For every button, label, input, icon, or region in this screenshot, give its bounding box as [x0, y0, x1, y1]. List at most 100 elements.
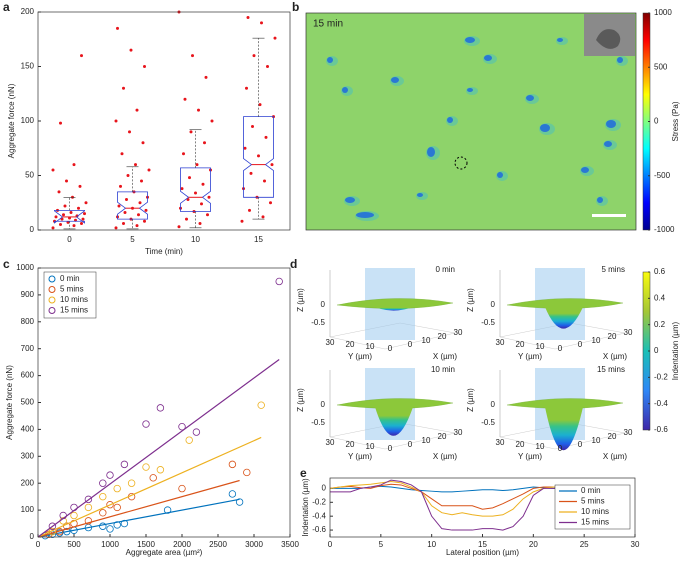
data-point [120, 460, 129, 469]
y-tick-label: 30 [496, 338, 505, 347]
stress-halo [426, 146, 440, 160]
data-point [188, 176, 191, 180]
data-point [206, 213, 209, 217]
axes-box [37, 11, 291, 231]
legend-label: 0 min [581, 486, 601, 495]
x-tick-label: 10 [592, 336, 601, 345]
x-tick-label: 0 [578, 340, 583, 349]
stress-halo [483, 54, 497, 64]
stress-halo [355, 211, 379, 221]
data-point [273, 36, 277, 40]
box [54, 209, 85, 224]
legend-label: 5 mins [581, 497, 605, 506]
y-tick-label: 600 [21, 371, 35, 380]
indentation [375, 307, 413, 311]
panel-label: a [3, 0, 10, 14]
stress-spot [617, 57, 623, 63]
data-point [197, 108, 200, 112]
z-tick-label: -0.5 [311, 318, 325, 327]
y-tick-label: 0 [30, 532, 35, 541]
stress-halo [580, 166, 594, 176]
data-point [243, 468, 251, 477]
legend-label: 10 mins [581, 507, 609, 516]
stress-halo [416, 192, 428, 200]
data-point [106, 501, 114, 509]
data-point [198, 221, 202, 225]
marker-circle [454, 156, 468, 170]
y-tick-label: 0 [558, 444, 563, 453]
data-point [243, 146, 247, 150]
data-point [62, 213, 65, 217]
data-point [245, 86, 248, 90]
data-point [99, 479, 107, 487]
axes-box [305, 12, 637, 231]
data-point [228, 460, 237, 469]
data-point [140, 179, 143, 183]
data-point [117, 204, 121, 208]
z-tick-label: -0.5 [311, 418, 325, 427]
subplot-title: 10 min [431, 365, 455, 374]
fit-line [37, 436, 262, 538]
data-point [156, 466, 165, 474]
data-point [203, 141, 206, 145]
y-tick-label: 1000 [16, 263, 34, 272]
y-tick-label: 800 [21, 317, 35, 326]
x-tick-label: 500 [67, 540, 81, 549]
data-point [177, 225, 181, 229]
panel-label: d [290, 257, 297, 271]
legend-box [554, 484, 631, 530]
x-tick-label: 20 [608, 332, 617, 341]
panel-label: e [300, 466, 307, 480]
z-axis-label: Z (µm) [296, 388, 305, 412]
stress-halo [596, 196, 608, 206]
stress-spot [526, 95, 534, 101]
box [243, 116, 274, 198]
subplot-title: 5 mins [601, 265, 625, 274]
data-point [114, 119, 118, 123]
stress-map [306, 13, 636, 230]
stress-halo [341, 86, 353, 96]
y-tick-label: -0.6 [312, 525, 326, 534]
z-axis-label: Z (µm) [466, 388, 475, 412]
data-point [258, 103, 262, 107]
data-point [57, 190, 61, 194]
data-point [63, 204, 67, 208]
data-point [156, 404, 165, 412]
stress-spot [484, 55, 492, 61]
data-point [257, 401, 265, 409]
data-point [116, 26, 119, 30]
fit-line [37, 498, 240, 538]
x-axis-label: Lateral position (µm) [446, 548, 519, 557]
inset-cell [596, 29, 621, 49]
data-point [192, 428, 201, 436]
x-tick-label: 3000 [245, 540, 263, 549]
data-point [240, 219, 244, 223]
stress-spot [417, 193, 423, 197]
x-tick-label: 30 [624, 428, 633, 437]
data-point [135, 224, 139, 228]
panel-label: c [3, 257, 10, 271]
data-point [125, 197, 128, 201]
data-point [135, 108, 139, 112]
colorbar-tick-label: 0.4 [654, 293, 666, 302]
stress-halo [616, 56, 628, 66]
colorbar-label: Stress (Pa) [671, 101, 680, 141]
surface [336, 298, 454, 309]
x-tick-label: 2500 [209, 540, 227, 549]
data-point [81, 217, 85, 221]
x-tick-label: 10 [427, 540, 436, 549]
data-point [178, 484, 186, 493]
data-point [183, 97, 187, 101]
data-point [185, 217, 188, 221]
legend-marker [48, 307, 56, 314]
y-tick-label: -0.4 [312, 511, 326, 520]
x-tick-label: 20 [438, 432, 447, 441]
data-point [185, 436, 193, 444]
stress-spot [447, 117, 453, 123]
data-point [143, 219, 146, 223]
data-point [275, 277, 283, 286]
y-tick-label: 100 [21, 116, 35, 125]
data-point [147, 168, 151, 172]
colorbar-tick-label: -0.4 [654, 399, 668, 408]
box [117, 191, 148, 220]
